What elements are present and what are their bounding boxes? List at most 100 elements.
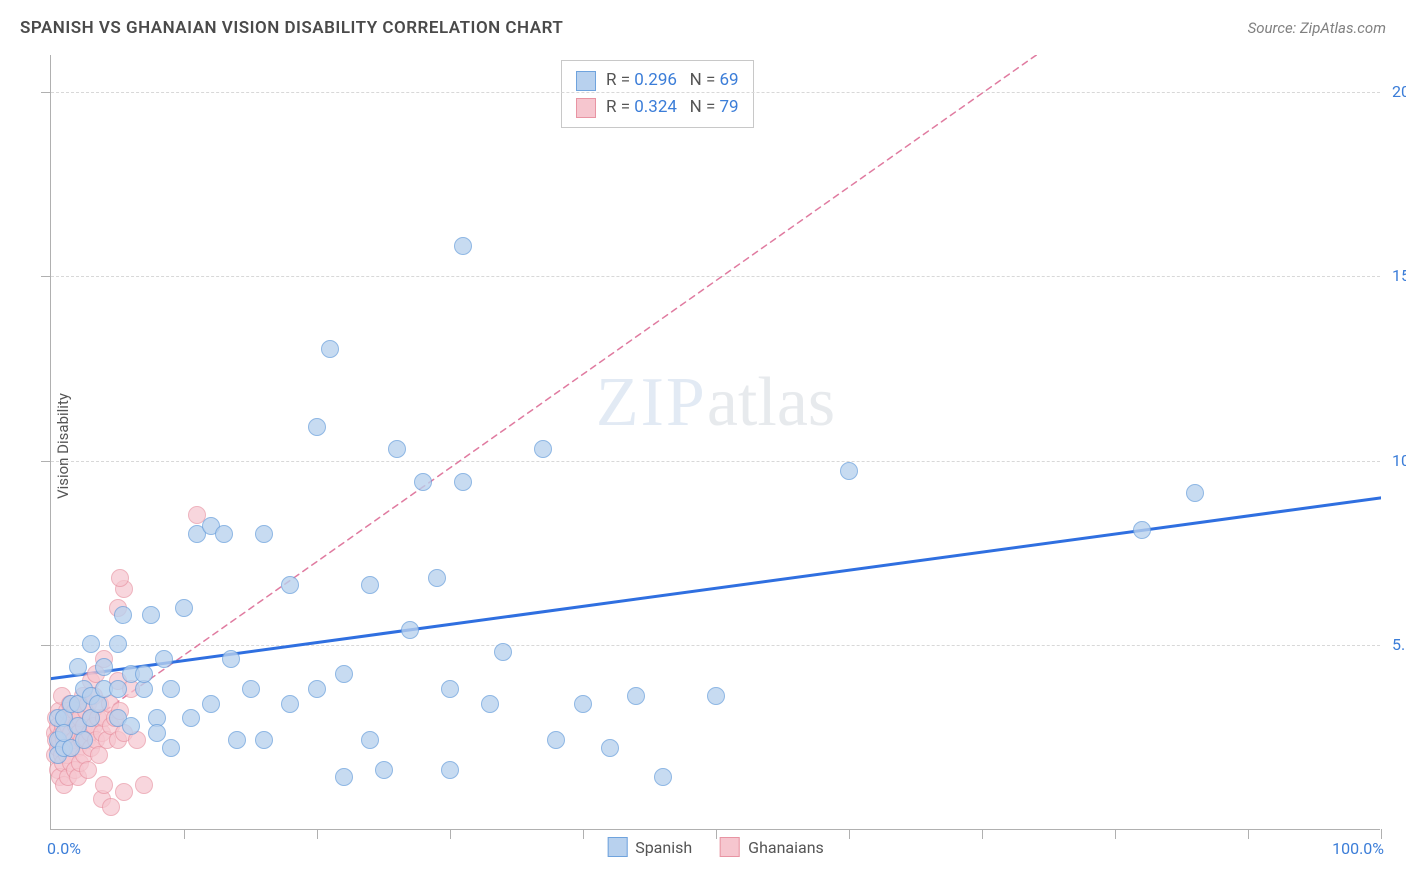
ytick	[41, 276, 51, 277]
data-point-spanish	[321, 340, 339, 358]
xtick	[184, 829, 185, 839]
ytick	[41, 461, 51, 462]
data-point-spanish	[281, 695, 299, 713]
data-point-spanish	[454, 237, 472, 255]
ytick-label: 10.0%	[1380, 451, 1406, 470]
data-point-spanish	[109, 635, 127, 653]
data-point-spanish	[414, 473, 432, 491]
swatch-spanish	[607, 837, 627, 857]
trend-line-spanish	[51, 498, 1381, 679]
data-point-spanish	[109, 680, 127, 698]
legend-row-spanish: R = 0.296 N = 69	[576, 67, 739, 94]
legend-stats-box: R = 0.296 N = 69 R = 0.324 N = 79	[561, 60, 754, 128]
data-point-spanish	[574, 695, 592, 713]
data-point-spanish	[182, 709, 200, 727]
data-point-spanish	[441, 680, 459, 698]
data-point-spanish	[175, 599, 193, 617]
data-point-spanish	[75, 731, 93, 749]
data-point-spanish	[441, 761, 459, 779]
ytick	[41, 92, 51, 93]
xtick	[1381, 829, 1382, 839]
data-point-ghanaian	[135, 776, 153, 794]
source-credit: Source: ZipAtlas.com	[1248, 19, 1386, 37]
data-point-spanish	[155, 650, 173, 668]
ytick-label: 20.0%	[1380, 82, 1406, 101]
ytick-label: 15.0%	[1380, 266, 1406, 285]
xtick	[450, 829, 451, 839]
data-point-spanish	[308, 680, 326, 698]
data-point-spanish	[840, 462, 858, 480]
data-point-spanish	[627, 687, 645, 705]
data-point-ghanaian	[79, 761, 97, 779]
data-point-ghanaian	[111, 569, 129, 587]
data-point-spanish	[601, 739, 619, 757]
data-point-spanish	[82, 635, 100, 653]
data-point-spanish	[135, 665, 153, 683]
data-point-spanish	[654, 768, 672, 786]
data-point-spanish	[335, 665, 353, 683]
data-point-spanish	[547, 731, 565, 749]
data-point-spanish	[281, 576, 299, 594]
xtick	[583, 829, 584, 839]
data-point-spanish	[222, 650, 240, 668]
swatch-ghanaian	[576, 98, 596, 118]
data-point-spanish	[215, 525, 233, 543]
legend-bottom: Spanish Ghanaians	[607, 837, 824, 857]
gridline-h	[51, 92, 1380, 93]
data-point-spanish	[162, 739, 180, 757]
gridline-h	[51, 461, 1380, 462]
data-point-spanish	[95, 658, 113, 676]
swatch-ghanaian	[720, 837, 740, 857]
data-point-spanish	[1186, 484, 1204, 502]
data-point-spanish	[707, 687, 725, 705]
data-point-spanish	[494, 643, 512, 661]
data-point-spanish	[148, 724, 166, 742]
data-point-spanish	[202, 695, 220, 713]
legend-item-ghanaian: Ghanaians	[720, 837, 824, 857]
data-point-spanish	[388, 440, 406, 458]
data-point-spanish	[162, 680, 180, 698]
trend-lines	[51, 55, 1381, 830]
data-point-spanish	[242, 680, 260, 698]
data-point-spanish	[69, 658, 87, 676]
data-point-spanish	[255, 731, 273, 749]
xtick	[716, 829, 717, 839]
data-point-spanish	[114, 606, 132, 624]
ytick	[41, 645, 51, 646]
data-point-ghanaian	[95, 776, 113, 794]
ytick-label: 5.0%	[1380, 635, 1406, 654]
data-point-ghanaian	[115, 783, 133, 801]
x-origin-label: 0.0%	[47, 839, 81, 858]
data-point-spanish	[255, 525, 273, 543]
data-point-spanish	[481, 695, 499, 713]
data-point-spanish	[142, 606, 160, 624]
data-point-spanish	[454, 473, 472, 491]
chart-header: SPANISH VS GHANAIAN VISION DISABILITY CO…	[20, 18, 1386, 38]
data-point-spanish	[308, 418, 326, 436]
xtick	[317, 829, 318, 839]
data-point-spanish	[534, 440, 552, 458]
legend-item-spanish: Spanish	[607, 837, 692, 857]
scatter-plot-area: ZIPatlas R = 0.296 N = 69 R = 0.324 N = …	[50, 55, 1380, 830]
watermark: ZIPatlas	[596, 363, 835, 443]
data-point-spanish	[361, 731, 379, 749]
chart-title: SPANISH VS GHANAIAN VISION DISABILITY CO…	[20, 18, 563, 38]
data-point-spanish	[401, 621, 419, 639]
data-point-spanish	[228, 731, 246, 749]
data-point-spanish	[361, 576, 379, 594]
data-point-spanish	[428, 569, 446, 587]
data-point-spanish	[335, 768, 353, 786]
data-point-spanish	[122, 717, 140, 735]
xtick	[1248, 829, 1249, 839]
data-point-spanish	[375, 761, 393, 779]
data-point-ghanaian	[102, 798, 120, 816]
xtick	[982, 829, 983, 839]
gridline-h	[51, 276, 1380, 277]
data-point-spanish	[1133, 521, 1151, 539]
swatch-spanish	[576, 71, 596, 91]
x-max-label: 100.0%	[1332, 839, 1384, 858]
gridline-h	[51, 645, 1380, 646]
xtick	[1115, 829, 1116, 839]
legend-row-ghanaian: R = 0.324 N = 79	[576, 94, 739, 121]
xtick	[849, 829, 850, 839]
